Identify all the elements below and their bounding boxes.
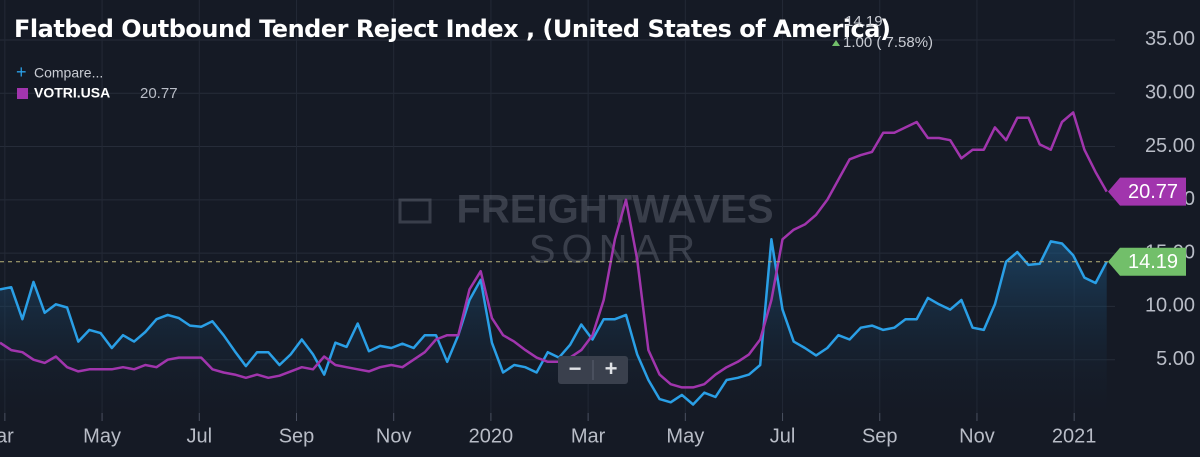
y-tick-label: 30.00 — [1145, 82, 1195, 104]
chart-title: Flatbed Outbound Tender Reject Index , (… — [14, 15, 890, 43]
x-tick-label: Nov — [959, 425, 995, 447]
x-tick-label: Sep — [279, 425, 315, 447]
line — [0, 238, 1108, 406]
value-tag — [1108, 177, 1186, 206]
legend-label[interactable]: VOTRI.USA — [34, 85, 110, 101]
x-tick-label: ar — [0, 425, 14, 447]
up-arrow — [832, 40, 840, 46]
watermark-icon — [398, 198, 432, 224]
y-tick-label: 5.00 — [1156, 348, 1195, 370]
x-tick-label: Mar — [571, 425, 606, 447]
x-tick-label: Jul — [186, 425, 212, 447]
x-tick-label: Nov — [376, 425, 412, 447]
x-tick-label: 2020 — [469, 425, 514, 447]
legend-swatch — [17, 88, 28, 99]
x-tick-label: Sep — [862, 425, 898, 447]
axis: 5.0010.0015.0020.0025.0030.0035.00arMayJ… — [0, 28, 1195, 447]
x-tick-label: Jul — [770, 425, 796, 447]
compare[interactable]: Compare... — [34, 65, 103, 81]
change: 1.00 ( 7.58%) — [843, 34, 933, 51]
watermark-text: FREIGHTWAVES — [456, 188, 773, 232]
zoom-in[interactable]: + — [605, 356, 618, 381]
x-tick-label: 2021 — [1052, 425, 1097, 447]
zoom-controls: − + — [558, 356, 628, 384]
watermark: FREIGHTWAVES SONAR — [398, 188, 774, 272]
watermark-text: SONAR — [529, 228, 701, 272]
y-tick-label: 10.00 — [1145, 295, 1195, 317]
area — [0, 239, 1107, 413]
plot — [0, 111, 1115, 413]
value-tag — [1108, 247, 1186, 276]
legend-value: 20.77 — [140, 85, 178, 102]
y-tick-label: 25.00 — [1145, 135, 1195, 157]
x-tick-label: May — [666, 425, 704, 447]
value-tag-label: 20.77 — [1128, 181, 1178, 203]
line — [0, 111, 1108, 389]
compare-icon: + — [16, 62, 27, 82]
y-tick-label: 35.00 — [1145, 28, 1195, 50]
value-tag-label: 14.19 — [1128, 251, 1178, 273]
zoom-out[interactable]: − — [569, 356, 582, 381]
last-value: 14.19 — [845, 13, 883, 30]
x-tick-label: May — [83, 425, 121, 447]
